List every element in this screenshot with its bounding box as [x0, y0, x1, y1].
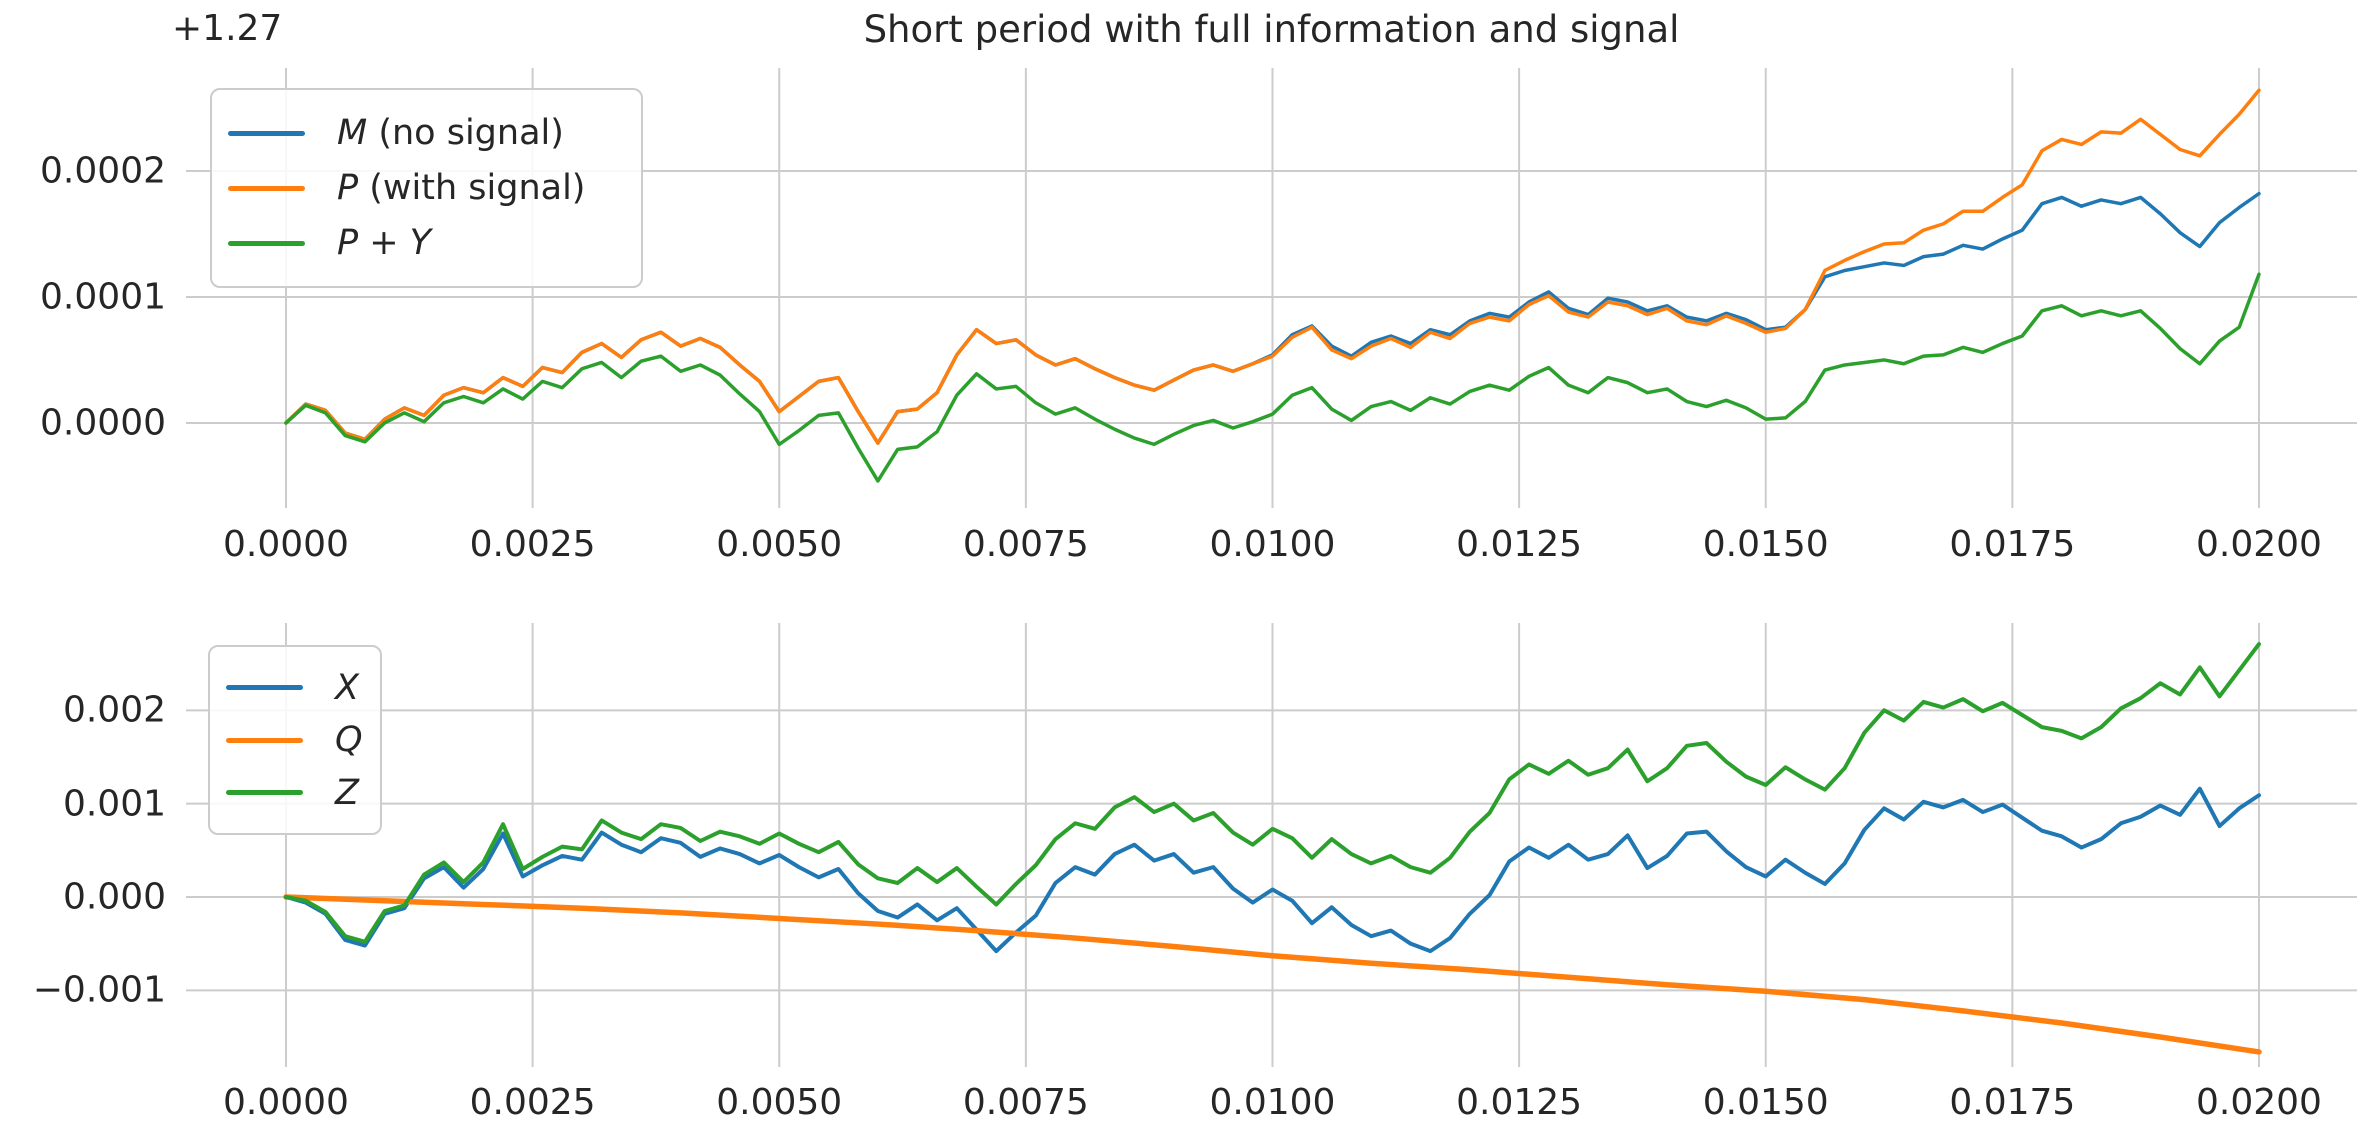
- x-tick-label: 0.0175: [1949, 1082, 2076, 1123]
- x-tick-label: 0.0025: [469, 1082, 596, 1123]
- x-tick-label: 0.0150: [1702, 1082, 1829, 1123]
- legend-math-symbol: M: [337, 113, 368, 153]
- x-tick-label: 0.0100: [1209, 524, 1336, 565]
- legend-line-sample: [226, 790, 303, 795]
- series-line-p-y: [284, 272, 2261, 483]
- chart-title: Short period with full information and s…: [863, 8, 1680, 51]
- legend-line-sample: [228, 185, 305, 191]
- legend-top-plot: M (no signal) P (with signal) P + Y: [210, 88, 643, 288]
- legend-item: P (with signal): [228, 168, 625, 208]
- legend-line-sample: [228, 130, 305, 136]
- x-tick-label: 0.0200: [2195, 1082, 2322, 1123]
- x-tick-label: 0.0075: [962, 524, 1089, 565]
- x-tick-label: 0.0075: [962, 1082, 1089, 1123]
- legend-item: X: [226, 668, 364, 708]
- x-tick-label: 0.0050: [716, 524, 843, 565]
- legend-text: (no signal): [367, 113, 564, 153]
- legend-item-label: P + Y: [337, 223, 431, 263]
- legend-math-symbol: Z: [335, 772, 359, 813]
- legend-text: (with signal): [358, 168, 586, 208]
- y-tick-label: −0.001: [32, 969, 166, 1011]
- legend-math-symbol: Q: [335, 720, 363, 760]
- x-tick-label: 0.0050: [716, 1082, 843, 1123]
- series-line-x: [283, 786, 2261, 954]
- series-line-p-with-signal-: [284, 88, 2261, 445]
- y-tick-label: 0.0000: [40, 402, 166, 444]
- legend-item-label: M (no signal): [337, 113, 564, 153]
- legend-item-label: Z: [335, 773, 359, 813]
- legend-item: M (no signal): [228, 113, 625, 153]
- y-tick-label: 0.001: [62, 783, 166, 825]
- y-axis-offset-label: +1.27: [172, 8, 283, 49]
- legend-item: Z: [226, 773, 364, 813]
- x-tick-label: 0.0175: [1949, 524, 2076, 565]
- legend-line-sample: [226, 685, 303, 690]
- x-tick-label: 0.0125: [1456, 524, 1583, 565]
- legend-line-sample: [226, 737, 303, 743]
- series-line-q: [283, 894, 2262, 1055]
- legend-math-symbol: X: [335, 667, 359, 708]
- legend-item: P + Y: [228, 223, 625, 263]
- legend-line-sample: [228, 240, 305, 246]
- x-tick-label: 0.0000: [223, 524, 349, 565]
- legend-math-symbol: P: [337, 168, 359, 208]
- y-tick-label: 0.002: [62, 689, 166, 731]
- legend-math-symbol: P + Y: [337, 223, 432, 263]
- x-tick-label: 0.0150: [1702, 524, 1829, 565]
- legend-item-label: P (with signal): [337, 168, 585, 208]
- legend-item: Q: [226, 720, 364, 760]
- x-tick-label: 0.0125: [1456, 1082, 1583, 1123]
- x-tick-label: 0.0000: [223, 1082, 349, 1123]
- y-tick-label: 0.0001: [40, 276, 166, 318]
- x-tick-label: 0.0200: [2195, 524, 2322, 565]
- y-tick-label: 0.000: [62, 876, 166, 918]
- legend-item-label: X: [335, 668, 359, 708]
- x-tick-label: 0.0025: [469, 524, 596, 565]
- x-tick-label: 0.0100: [1209, 1082, 1336, 1123]
- legend-item-label: Q: [335, 720, 363, 760]
- y-tick-label: 0.0002: [40, 150, 166, 192]
- series-line-z: [283, 642, 2261, 944]
